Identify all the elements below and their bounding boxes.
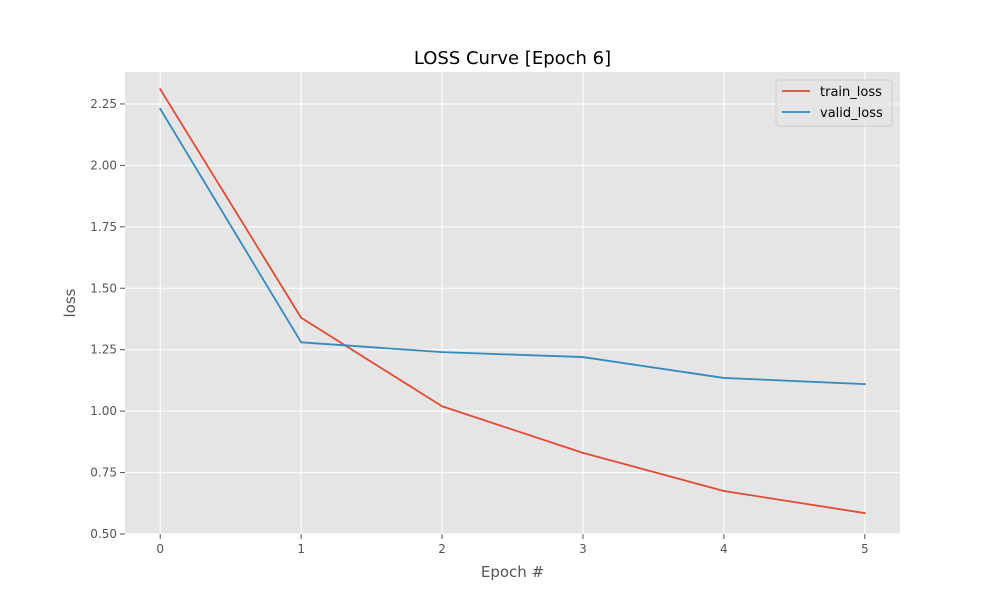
series-line-train-loss — [159, 88, 865, 515]
grid — [125, 72, 900, 535]
y-axis-label: loss — [61, 288, 79, 317]
legend: train_loss valid_loss — [775, 79, 893, 127]
data-point — [300, 341, 303, 344]
y-tick-label: 0.50 — [90, 527, 117, 541]
x-tick-label: 2 — [438, 542, 446, 556]
y-tick-label: 2.00 — [90, 158, 117, 172]
x-tick-label: 3 — [579, 542, 587, 556]
x-tick-label: 4 — [720, 542, 728, 556]
axis-ticks: 0 1 2 3 4 5 0.50 0.75 1.00 1.25 1.50 1.75 2.00 2.25 — [90, 97, 868, 556]
x-axis-label: Epoch # — [481, 563, 544, 581]
x-tick-label: 5 — [861, 542, 869, 556]
series-line-valid-loss — [159, 108, 865, 385]
data-point — [722, 489, 725, 492]
y-tick-label: 0.75 — [90, 466, 117, 480]
x-tick-label: 0 — [156, 542, 164, 556]
data-point — [159, 107, 162, 110]
legend-label: valid_loss — [820, 106, 883, 121]
data-point — [581, 356, 584, 359]
data-point — [300, 316, 303, 319]
x-tick-label: 1 — [297, 542, 305, 556]
data-point — [863, 512, 866, 515]
data-point — [441, 405, 444, 408]
series-group — [159, 88, 866, 515]
y-tick-label: 1.00 — [90, 404, 117, 418]
y-tick-label: 2.25 — [90, 97, 117, 111]
y-tick-label: 1.50 — [90, 281, 117, 295]
data-point — [159, 88, 162, 91]
y-tick-label: 1.75 — [90, 220, 117, 234]
plot-background — [125, 72, 900, 534]
y-tick-label: 1.25 — [90, 343, 117, 357]
data-point — [441, 351, 444, 354]
data-point — [581, 451, 584, 454]
data-point — [722, 376, 725, 379]
chart-title: LOSS Curve [Epoch 6] — [414, 48, 611, 69]
legend-label: train_loss — [820, 85, 882, 100]
data-point — [863, 383, 866, 386]
